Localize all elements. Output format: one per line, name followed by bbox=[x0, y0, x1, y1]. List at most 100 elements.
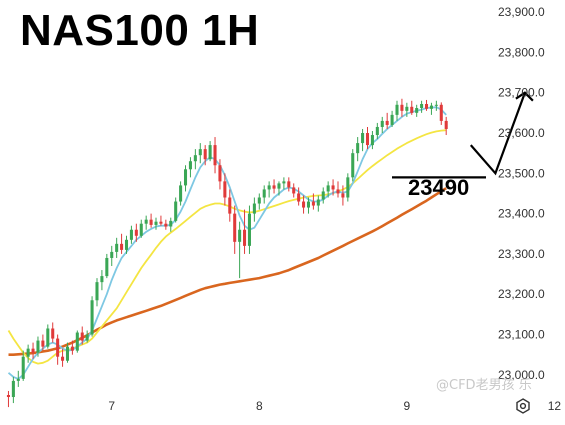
candle-body bbox=[316, 199, 320, 206]
candle-body bbox=[292, 187, 296, 194]
candle-body bbox=[70, 346, 74, 351]
chart-title: NAS100 1H bbox=[20, 6, 260, 55]
candle-body bbox=[174, 201, 178, 221]
candle-body bbox=[341, 193, 345, 198]
candle-body bbox=[134, 229, 138, 236]
x-tick-label: 8 bbox=[256, 399, 263, 413]
projection-path bbox=[469, 92, 526, 176]
candle-body bbox=[61, 356, 65, 361]
candle-body bbox=[336, 189, 340, 194]
candle-body bbox=[370, 135, 374, 146]
x-tick-label: 9 bbox=[404, 399, 411, 413]
candle-body bbox=[306, 201, 311, 208]
candle-body bbox=[51, 328, 55, 339]
moving-average-layer bbox=[7, 106, 447, 380]
candle-body bbox=[257, 197, 261, 204]
candle-body bbox=[85, 334, 89, 341]
candle-body bbox=[139, 223, 143, 236]
candle-body bbox=[365, 133, 370, 146]
candle-body bbox=[75, 332, 79, 351]
candle-body bbox=[272, 185, 276, 189]
x-tick-label: 12 bbox=[548, 399, 562, 413]
candle-body bbox=[434, 104, 438, 106]
candle-body bbox=[203, 149, 207, 160]
candle-body bbox=[420, 103, 424, 109]
moving-average-mid-line bbox=[7, 129, 447, 365]
candle-body bbox=[46, 328, 50, 347]
candle-body bbox=[297, 193, 301, 202]
candle-body bbox=[164, 223, 168, 227]
candle-body bbox=[144, 219, 148, 224]
candle-body bbox=[115, 243, 119, 252]
y-tick-label: 23,000.0 bbox=[498, 368, 545, 382]
x-axis: 7 8 9 12 bbox=[108, 399, 561, 413]
candle-body bbox=[183, 169, 188, 186]
candle-body bbox=[11, 380, 15, 398]
candle-body bbox=[415, 108, 419, 113]
hexagon-gear-icon[interactable] bbox=[515, 398, 531, 414]
candle-body bbox=[90, 300, 94, 335]
candle-body bbox=[179, 185, 183, 202]
candle-body bbox=[282, 181, 286, 184]
candle-body bbox=[36, 340, 40, 353]
candle-body bbox=[243, 229, 247, 246]
y-tick-label: 23,300.0 bbox=[498, 247, 545, 261]
moving-average-slow-line bbox=[8, 187, 447, 357]
y-axis: 23,000.0 23,100.0 23,200.0 23,300.0 23,400.0… bbox=[498, 5, 545, 382]
candle-body bbox=[361, 133, 365, 144]
y-tick-label: 23,400.0 bbox=[498, 207, 545, 221]
candle-body bbox=[429, 105, 433, 109]
candle-body bbox=[213, 145, 217, 166]
candle-body bbox=[375, 126, 379, 136]
candle-body bbox=[188, 161, 192, 170]
watermark-text: @CFD老男孩 乐 bbox=[436, 378, 532, 393]
candle-body bbox=[26, 348, 30, 357]
candle-body bbox=[16, 378, 20, 381]
candle-body bbox=[124, 239, 129, 250]
target-price-label: 23490 bbox=[408, 175, 470, 200]
candle-body bbox=[321, 191, 325, 200]
candle-body bbox=[80, 332, 84, 341]
candle-body bbox=[120, 243, 124, 250]
candle-body bbox=[277, 183, 281, 189]
candle-body bbox=[405, 106, 409, 111]
candle-body bbox=[424, 103, 429, 109]
candle-body bbox=[356, 143, 360, 154]
y-tick-label: 23,700.0 bbox=[498, 86, 545, 100]
candle-body bbox=[149, 219, 153, 225]
projection-arrow-head bbox=[515, 91, 534, 102]
candle-body bbox=[218, 165, 222, 182]
candle-body bbox=[31, 348, 35, 353]
candle-body bbox=[193, 155, 197, 162]
candle-body bbox=[331, 185, 335, 190]
y-tick-label: 23,600.0 bbox=[498, 126, 545, 140]
candle-body bbox=[100, 276, 104, 283]
candle-body bbox=[129, 229, 133, 240]
candle-body bbox=[262, 189, 266, 198]
y-tick-label: 23,500.0 bbox=[498, 166, 545, 180]
candle-layer bbox=[6, 98, 448, 408]
candle-body bbox=[267, 185, 271, 190]
candle-body bbox=[302, 201, 306, 208]
candle-body bbox=[439, 104, 443, 121]
candle-body bbox=[400, 104, 404, 111]
candle-body bbox=[395, 104, 399, 115]
candle-body bbox=[223, 181, 227, 198]
y-tick-label: 23,800.0 bbox=[498, 45, 545, 59]
candle-body bbox=[311, 201, 315, 206]
candle-body bbox=[410, 106, 414, 113]
candle-body bbox=[247, 213, 251, 246]
candle-body bbox=[41, 340, 45, 347]
candle-body bbox=[105, 257, 109, 277]
candle-body bbox=[238, 229, 242, 242]
candle-body bbox=[154, 221, 158, 225]
candle-body bbox=[252, 203, 256, 214]
candle-body bbox=[21, 356, 25, 379]
candle-body bbox=[198, 149, 202, 156]
candle-body bbox=[326, 185, 330, 192]
candle-body bbox=[351, 153, 355, 178]
candle-body bbox=[233, 213, 237, 242]
annotation-layer bbox=[392, 91, 534, 179]
